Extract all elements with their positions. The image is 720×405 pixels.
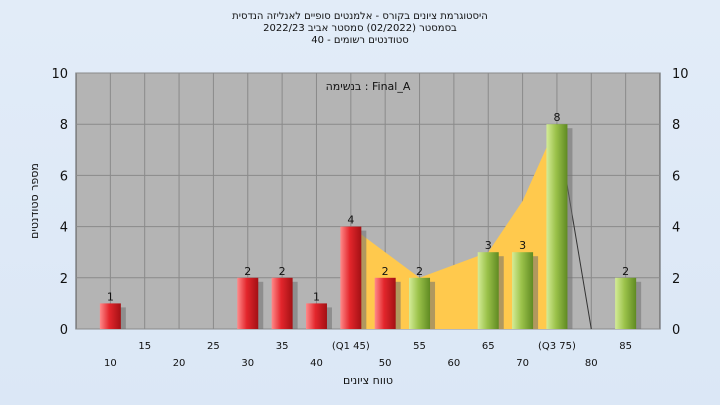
bar [340,226,362,329]
x-tick-label: 30 [241,358,254,369]
x-tick-label: 25 [207,341,220,352]
bar-value-label: 3 [485,239,492,252]
bar [374,277,396,329]
x-tick-label: 50 [379,358,392,369]
y-tick-label-right: 6 [672,169,680,184]
y-tick-label-left: 0 [60,323,68,338]
bar [271,277,293,329]
x-tick-label: 10 [104,358,117,369]
bar-value-label: 8 [553,111,560,124]
x-tick-label: 55 [413,341,426,352]
x-tick-label: 60 [448,358,461,369]
chart-subtitle: בנשימה : Final_A [326,80,411,93]
x-tick-label: 65 [482,341,495,352]
y-tick-label-left: 8 [60,118,68,133]
bar [615,277,637,329]
y-tick-label-right: 8 [672,118,680,133]
chart-title-line-2: בסמסטר (02/2022) סמסטר אביב 2022/23 [263,23,457,34]
bar-value-label: 2 [244,265,251,278]
x-tick-label: 20 [173,358,186,369]
y-axis-title: מספר סטודנטים [28,163,41,239]
x-tick-label: 80 [585,358,598,369]
bar-value-label: 4 [347,214,354,227]
bar-value-label: 1 [107,290,114,303]
x-tick-label: (Q3 75) [538,341,576,352]
bar [546,124,568,329]
bar [512,252,534,329]
bar [99,303,121,329]
chart-title-line-3: סטודנטים רשומים - 40 [311,35,409,46]
x-tick-label: 70 [516,358,529,369]
chart-title-line-1: היסטוגרמת ציונים בקורס - אלמנטים סופיים … [232,11,488,22]
x-tick-label: 35 [276,341,289,352]
y-tick-label-right: 0 [672,323,680,338]
y-tick-label-left: 4 [60,221,68,236]
bar-value-label: 2 [416,265,423,278]
y-tick-label-right: 2 [672,272,680,287]
y-tick-label-right: 10 [672,67,689,82]
bar-value-label: 3 [519,239,526,252]
bar-value-label: 1 [313,290,320,303]
bar [305,303,327,329]
bar-value-label: 2 [382,265,389,278]
bar [477,252,499,329]
bar-value-label: 2 [279,265,286,278]
x-tick-label: 85 [619,341,632,352]
bar-value-label: 2 [622,265,629,278]
x-tick-label: 40 [310,358,323,369]
x-tick-label: 15 [138,341,151,352]
quartile-area [350,124,557,329]
bar [409,277,431,329]
y-tick-label-left: 2 [60,272,68,287]
x-axis-title: טווח ציונים [343,374,393,387]
y-tick-label-left: 10 [51,67,68,82]
y-tick-label-right: 4 [672,221,680,236]
bar [237,277,259,329]
y-tick-label-left: 6 [60,169,68,184]
x-tick-label: (Q1 45) [332,341,370,352]
